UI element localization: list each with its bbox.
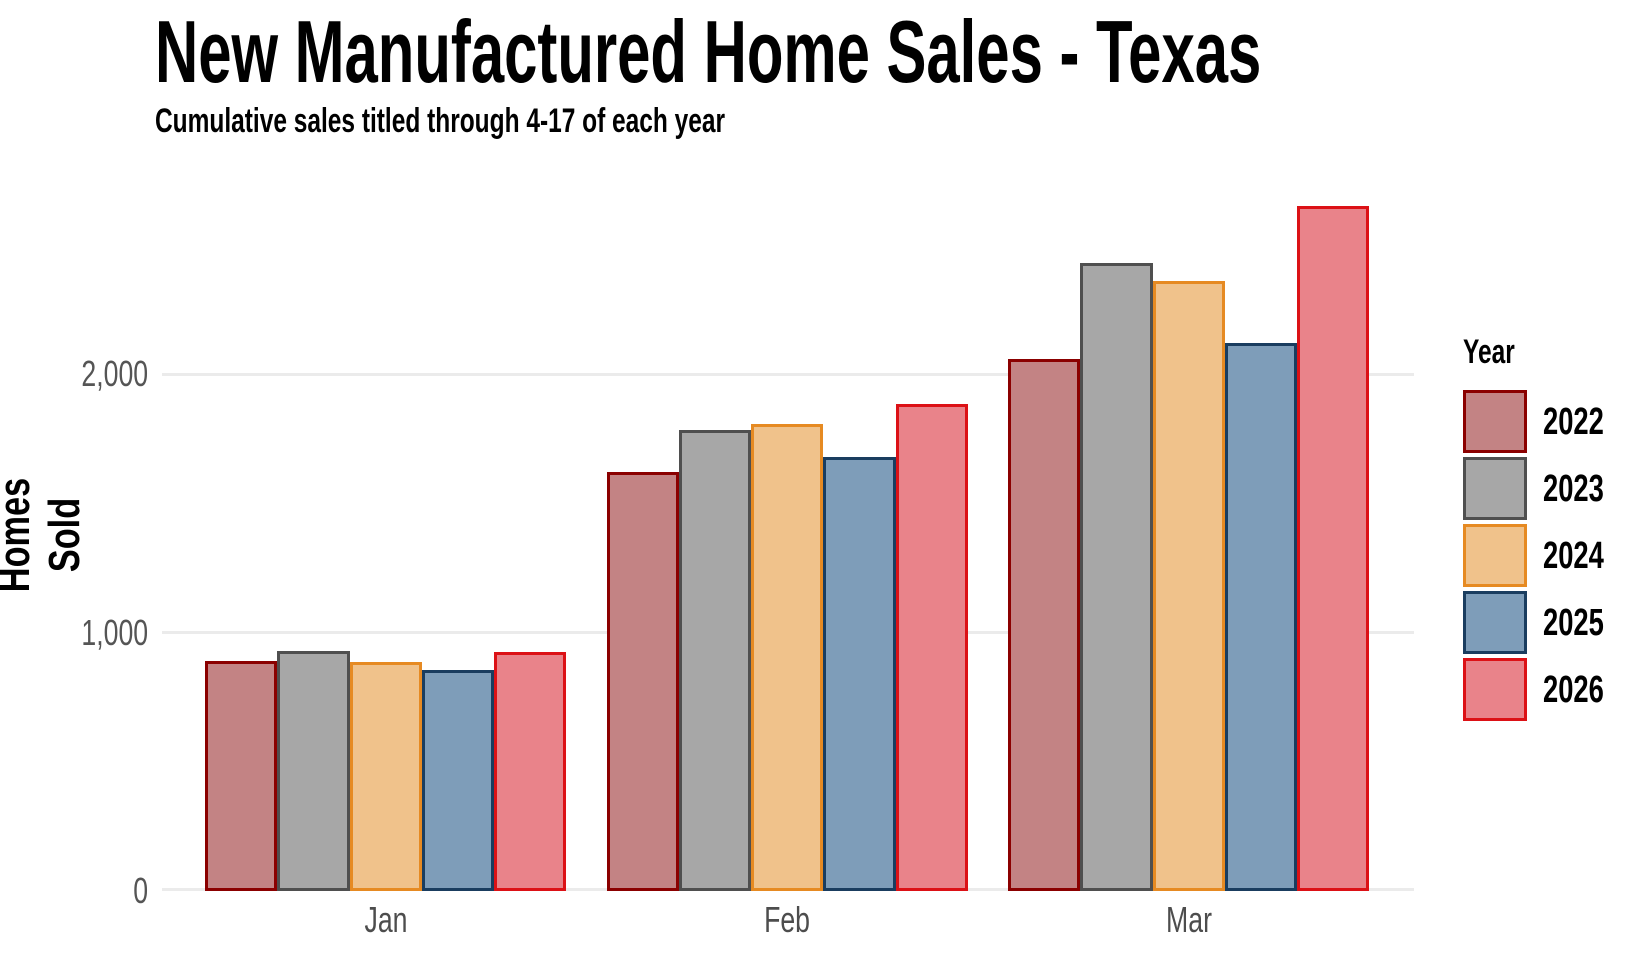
legend-item-2023: 2023 [1463, 457, 1604, 520]
y-tick-label-0: 0 [0, 869, 148, 913]
bar-2024-feb [751, 424, 824, 891]
plot-area [162, 165, 1414, 891]
bar-group-mar [1008, 165, 1370, 891]
bar-2025-jan [421, 669, 495, 891]
y-axis-title: Homes Sold [0, 457, 90, 613]
y-tick-text: 0 [133, 870, 148, 911]
bar-2023-mar [1080, 262, 1153, 891]
legend-label-text: 2023 [1543, 467, 1604, 510]
y-tick-text: 1,000 [81, 611, 148, 653]
bar-2024-mar [1152, 280, 1225, 891]
legend-label-2022: 2022 [1543, 402, 1628, 442]
legend-item-2025: 2025 [1463, 591, 1604, 654]
legend-swatch-2025 [1463, 591, 1527, 654]
legend-label-2025: 2025 [1543, 603, 1628, 643]
x-tick-label-feb: Feb [667, 898, 907, 942]
chart-title: New Manufactured Home Sales - Texas [155, 2, 1643, 102]
x-tick-text: Jan [364, 899, 408, 940]
legend-item-2022: 2022 [1463, 390, 1604, 453]
bar-group-jan [205, 165, 567, 891]
x-tick-text: Mar [1165, 899, 1212, 940]
bar-group-feb [606, 165, 969, 891]
bar-2022-feb [606, 472, 679, 891]
bar-2022-jan [205, 660, 278, 891]
legend-swatch-2022 [1463, 390, 1527, 453]
legend: Year 2022 2023 2024 2025 2026 [1463, 330, 1604, 721]
legend-swatch-2026 [1463, 658, 1527, 721]
legend-label-text: 2024 [1543, 534, 1604, 577]
legend-items: 2022 2023 2024 2025 2026 [1463, 390, 1604, 721]
y-tick-label-2000: 2,000 [0, 352, 148, 396]
chart-subtitle: Cumulative sales titled through 4-17 of … [155, 100, 947, 142]
legend-label-text: 2026 [1543, 668, 1604, 711]
bar-2026-feb [895, 403, 968, 891]
bar-2026-jan [494, 651, 567, 891]
legend-item-2026: 2026 [1463, 658, 1604, 721]
legend-label-text: 2025 [1543, 601, 1604, 644]
legend-item-2024: 2024 [1463, 524, 1604, 587]
legend-title: Year [1463, 330, 1535, 374]
legend-label-text: 2022 [1543, 400, 1604, 443]
legend-swatch-2024 [1463, 524, 1527, 587]
bar-2024-jan [349, 662, 422, 891]
bar-2025-mar [1224, 342, 1298, 891]
chart-title-text: New Manufactured Home Sales - Texas [155, 2, 1262, 101]
legend-label-2026: 2026 [1543, 670, 1628, 710]
legend-title-text: Year [1463, 333, 1515, 371]
legend-label-2023: 2023 [1543, 469, 1628, 509]
bar-2026-mar [1297, 205, 1370, 891]
y-tick-text: 2,000 [81, 353, 148, 394]
bar-2023-jan [277, 650, 350, 891]
y-tick-label-1000: 1,000 [0, 611, 148, 655]
gridline-2000 [162, 372, 1414, 376]
bar-2023-feb [678, 429, 752, 891]
bar-2025-feb [823, 456, 896, 891]
x-tick-label-jan: Jan [266, 898, 506, 942]
bar-2022-mar [1008, 358, 1081, 891]
x-tick-label-mar: Mar [1069, 898, 1309, 942]
y-axis-title-text: Homes Sold [0, 477, 89, 593]
legend-label-2024: 2024 [1543, 536, 1628, 576]
chart-subtitle-text: Cumulative sales titled through 4-17 of … [155, 102, 726, 140]
x-tick-text: Feb [764, 899, 811, 940]
legend-swatch-2023 [1463, 457, 1527, 520]
